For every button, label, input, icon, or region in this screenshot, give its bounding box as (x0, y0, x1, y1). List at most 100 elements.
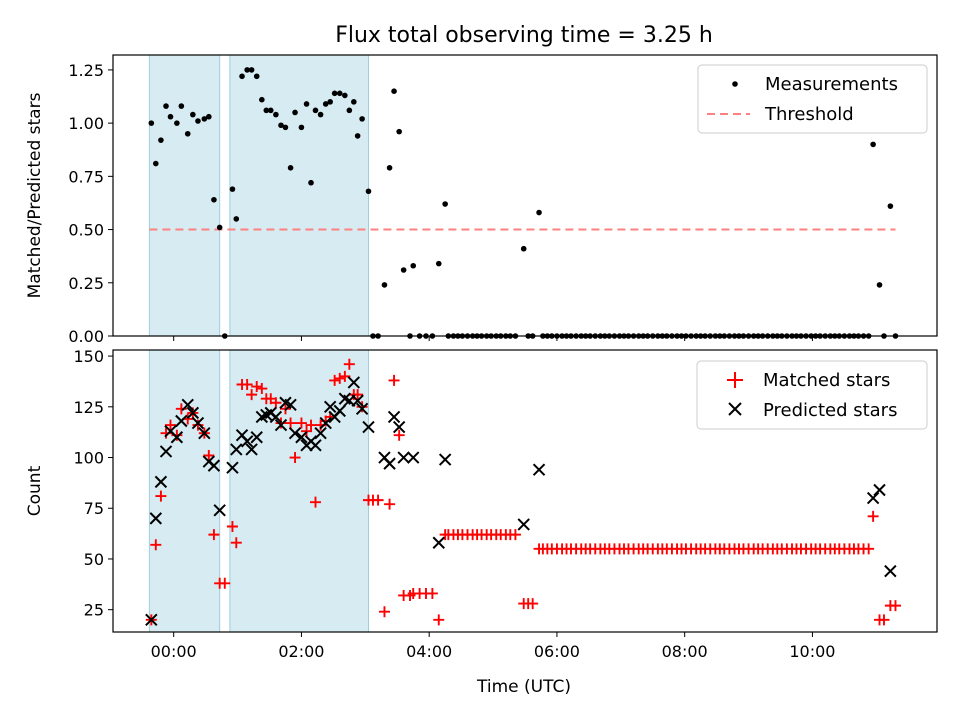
data-point (163, 103, 169, 109)
data-point (314, 426, 327, 440)
data-point (359, 116, 365, 122)
data-point (863, 543, 875, 555)
data-point (167, 113, 174, 120)
data-point (301, 425, 313, 437)
data-point (241, 378, 253, 390)
data-point (269, 410, 283, 424)
y-tick-label: 0.00 (68, 327, 104, 346)
data-point (433, 614, 445, 626)
data-point (386, 165, 393, 171)
data-point (150, 539, 162, 551)
data-point (343, 358, 355, 370)
data-point (190, 111, 196, 118)
data-point (527, 598, 539, 610)
data-point (295, 417, 307, 429)
data-point (309, 496, 321, 508)
data-point (333, 404, 346, 418)
x-axis-label: Time (UTC) (476, 677, 571, 697)
shaded-interval (148, 54, 221, 337)
data-point (175, 414, 188, 428)
data-point (159, 445, 173, 458)
data-point (388, 374, 400, 386)
data-point (435, 260, 442, 267)
bottom-panel-legend: Matched stars Predicted stars (696, 360, 928, 430)
data-point (878, 614, 890, 626)
y-tick-label: 150 (73, 347, 104, 366)
x-tick-label: 10:00 (789, 642, 835, 661)
legend-frame (697, 64, 928, 134)
data-point (870, 141, 876, 148)
data-point (239, 73, 245, 80)
legend-marker-measurements (732, 81, 738, 87)
data-point (275, 417, 287, 429)
data-point (887, 203, 894, 209)
data-point (351, 394, 364, 407)
legend-frame (696, 360, 928, 430)
data-point (442, 201, 448, 207)
data-point (198, 426, 211, 440)
legend-label-matched: Matched stars (763, 370, 890, 391)
data-point (354, 133, 361, 139)
data-point (278, 122, 284, 129)
legend-label-threshold: Threshold (764, 104, 854, 125)
data-point (226, 521, 238, 533)
data-point (155, 490, 167, 502)
data-point (174, 120, 180, 126)
data-point (303, 101, 310, 107)
data-point (305, 419, 317, 431)
data-point (866, 491, 880, 505)
data-point (334, 372, 346, 384)
data-point (289, 452, 301, 464)
data-point (195, 118, 201, 124)
data-point (298, 124, 305, 131)
data-point (201, 116, 208, 122)
data-point (226, 461, 239, 474)
y-tick-label: 0.75 (68, 167, 104, 186)
data-point (288, 426, 302, 440)
data-point (240, 435, 254, 448)
legend-label-predicted: Predicted stars (763, 400, 897, 421)
top-panel-ylabel: Matched/Predicted stars (25, 92, 45, 298)
data-point (873, 483, 886, 497)
data-point (211, 196, 217, 203)
data-point (396, 128, 402, 135)
data-point (273, 111, 279, 118)
data-point (184, 130, 191, 137)
data-point (383, 457, 396, 470)
data-point (230, 443, 243, 456)
data-point (889, 600, 901, 612)
data-point (285, 417, 297, 429)
y-tick-label: 1.25 (68, 61, 104, 80)
y-tick-label: 1.00 (68, 114, 104, 133)
data-point (884, 564, 897, 578)
data-point (284, 398, 297, 411)
data-point (170, 431, 184, 444)
data-point (384, 498, 396, 510)
shaded-interval (229, 54, 370, 337)
data-point (263, 107, 270, 114)
x-tick-label: 02:00 (278, 642, 324, 661)
data-point (426, 587, 438, 599)
data-point (392, 420, 406, 434)
data-point (327, 99, 333, 105)
data-point (339, 370, 351, 382)
data-point (372, 494, 384, 506)
data-point (145, 613, 158, 627)
x-tick-label: 04:00 (406, 642, 452, 661)
data-point (397, 451, 410, 464)
data-point (245, 443, 258, 456)
data-point (164, 419, 176, 431)
data-point (407, 451, 420, 464)
chart-title: Flux total observing time = 3.25 h (335, 23, 713, 48)
data-point (378, 606, 390, 618)
data-point (336, 90, 343, 97)
data-point (536, 209, 542, 216)
data-point (520, 245, 527, 252)
x-tick-label: 08:00 (662, 642, 708, 661)
data-point (256, 383, 268, 395)
y-tick-label: 75 (84, 499, 104, 518)
data-point (230, 537, 242, 549)
bottom-panel: 00:00 02:00 04:00 06:00 08:00 10:00 25 50 75 100… (25, 347, 938, 661)
data-point (207, 459, 221, 472)
data-point (342, 92, 348, 99)
